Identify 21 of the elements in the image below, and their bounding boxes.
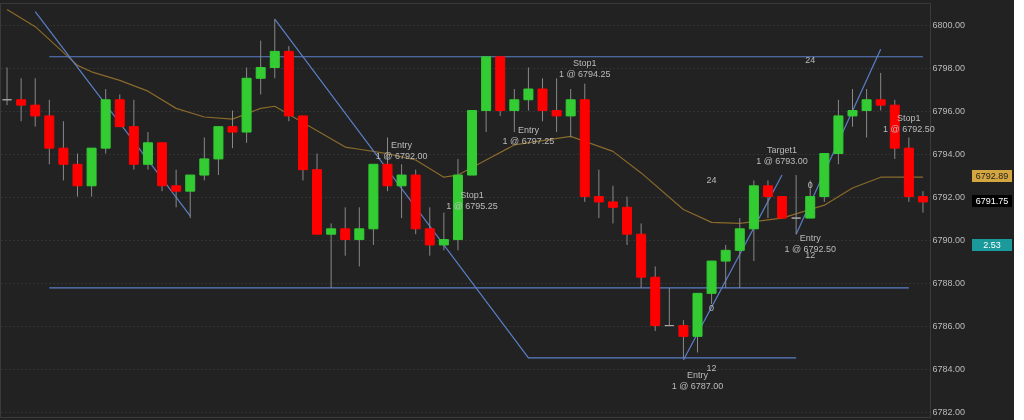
- y-tick-label: 6798.00: [932, 63, 966, 74]
- annotation: Stop1 1 @ 6794.25: [558, 58, 611, 79]
- annotation: 0: [807, 180, 813, 190]
- y-tick-label: 6794.00: [932, 149, 966, 160]
- annotation: 24: [706, 175, 717, 185]
- y-tick-label: 6786.00: [932, 321, 966, 332]
- annotation: 0: [709, 303, 715, 313]
- annotation: 12: [706, 363, 717, 373]
- y-tick-label: 6784.00: [932, 364, 966, 375]
- y-tick-label: 6790.00: [932, 235, 966, 246]
- annotation: Entry 1 @ 6787.00: [671, 370, 724, 391]
- y-tick-label: 6796.00: [932, 106, 966, 117]
- text: 6792.89: [975, 171, 1009, 181]
- y-tick-label: 6800.00: [932, 20, 966, 31]
- annotation: 24: [805, 55, 816, 65]
- text: 2.53: [983, 240, 1001, 250]
- y-tick-label: 6782.00: [932, 407, 966, 418]
- y-tick-label: 6788.00: [932, 278, 966, 289]
- y-tick-label: 6792.00: [932, 192, 966, 203]
- text: 6791.75: [975, 196, 1009, 206]
- annotation: Target1 1 @ 6793.00: [756, 145, 808, 166]
